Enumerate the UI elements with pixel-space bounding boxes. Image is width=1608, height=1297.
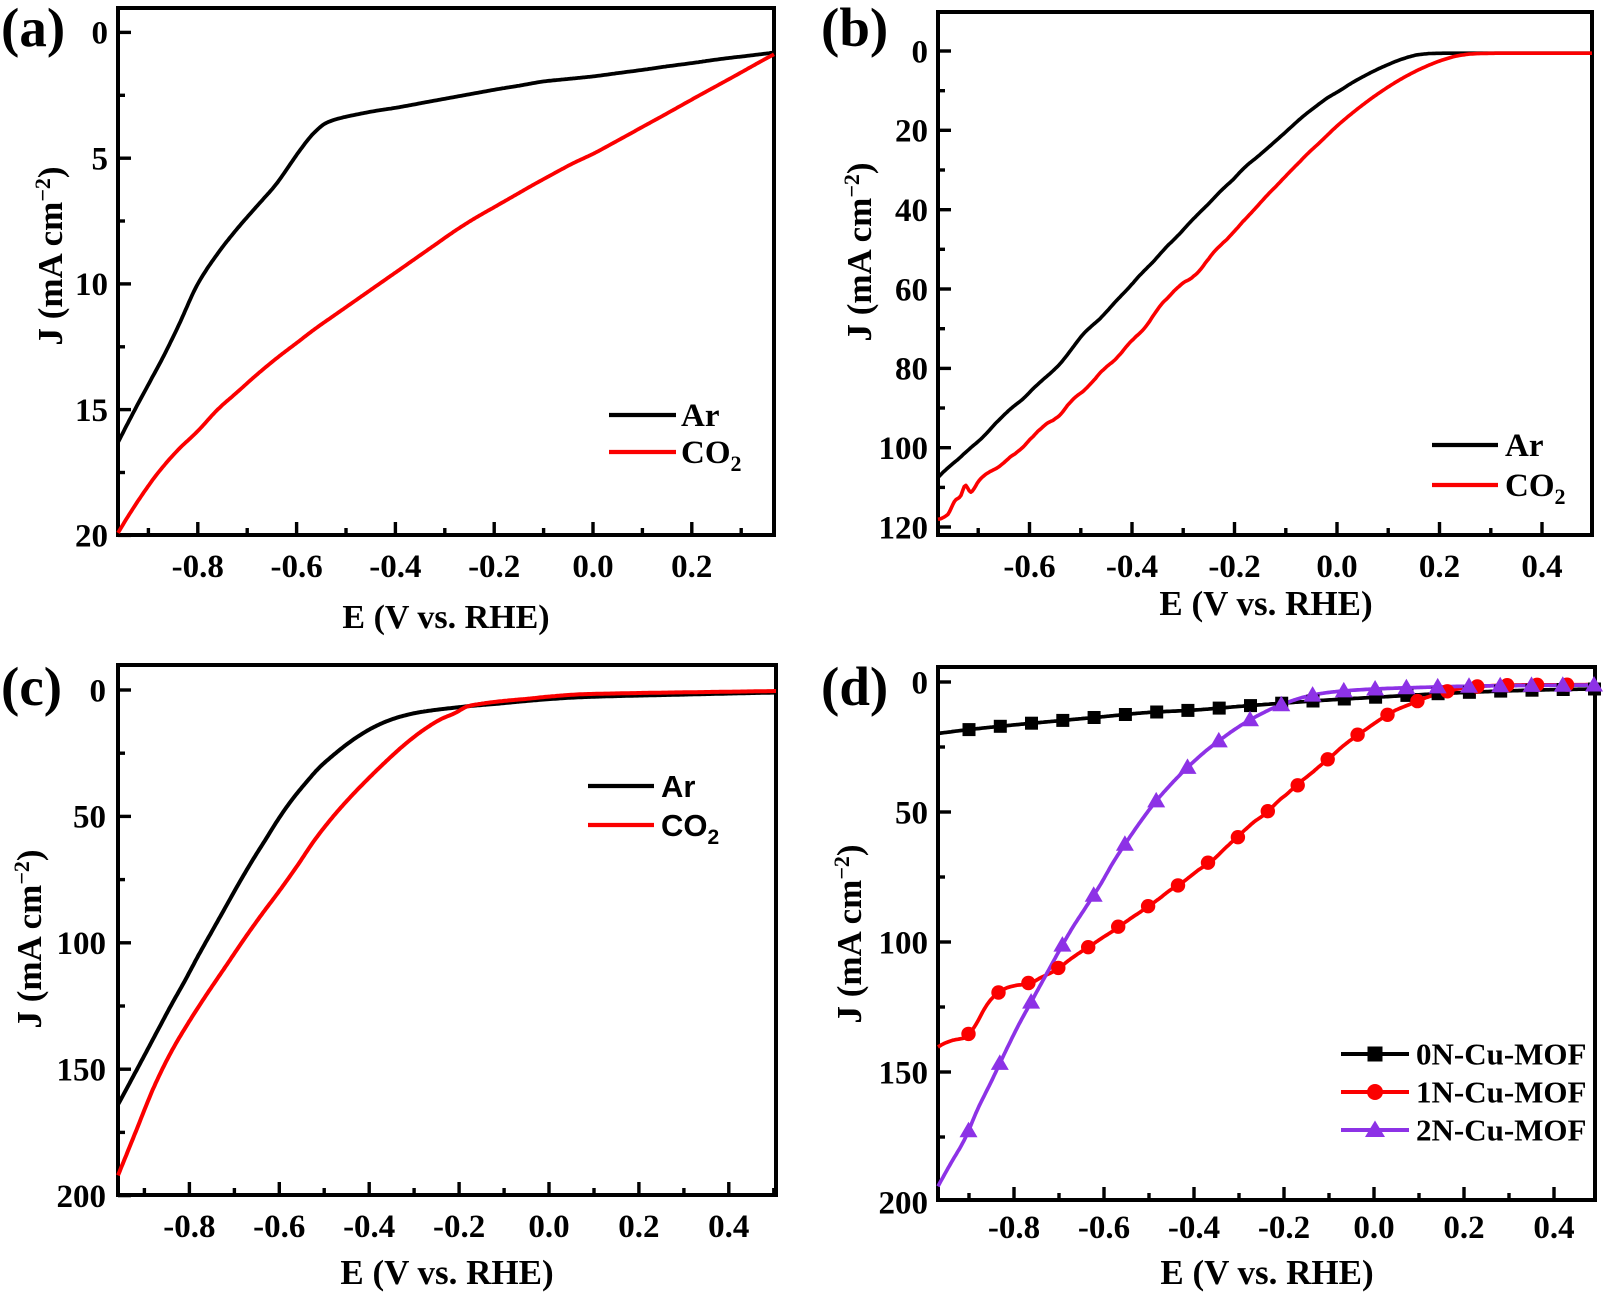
svg-text:Ar: Ar	[661, 769, 695, 804]
svg-text:E (V vs. RHE): E (V vs. RHE)	[342, 599, 549, 636]
svg-text:(c): (c)	[1, 656, 62, 717]
svg-text:10: 10	[75, 267, 108, 303]
svg-text:-0.8: -0.8	[163, 1209, 215, 1245]
svg-text:-0.6: -0.6	[1003, 549, 1055, 585]
svg-text:-0.2: -0.2	[1258, 1210, 1310, 1246]
svg-text:2N-Cu-MOF: 2N-Cu-MOF	[1416, 1113, 1586, 1148]
svg-text:0: 0	[92, 16, 109, 52]
svg-text:0: 0	[912, 665, 929, 701]
svg-text:40: 40	[895, 193, 928, 229]
svg-text:15: 15	[75, 393, 108, 429]
svg-text:J (mA cm−2): J (mA cm−2)	[839, 162, 879, 341]
svg-text:200: 200	[879, 1185, 929, 1221]
svg-text:0: 0	[912, 34, 929, 70]
svg-text:50: 50	[895, 795, 928, 831]
svg-text:-0.4: -0.4	[369, 549, 421, 585]
svg-text:20: 20	[895, 114, 928, 150]
svg-text:-0.4: -0.4	[1106, 549, 1158, 585]
svg-text:-0.8: -0.8	[172, 549, 224, 585]
svg-text:0.2: 0.2	[1443, 1210, 1484, 1246]
svg-text:100: 100	[879, 431, 929, 467]
svg-text:-0.4: -0.4	[343, 1209, 395, 1245]
svg-text:0.0: 0.0	[1316, 549, 1357, 585]
svg-text:(d): (d)	[821, 656, 888, 717]
svg-text:-0.2: -0.2	[433, 1209, 485, 1245]
svg-text:5: 5	[92, 142, 109, 178]
svg-text:0.0: 0.0	[572, 549, 613, 585]
svg-text:-0.2: -0.2	[1208, 549, 1260, 585]
svg-text:100: 100	[879, 925, 929, 961]
svg-text:Ar: Ar	[1505, 428, 1543, 464]
svg-text:Ar: Ar	[681, 398, 719, 434]
svg-text:60: 60	[895, 272, 928, 308]
svg-text:-0.8: -0.8	[988, 1210, 1040, 1246]
svg-text:0.2: 0.2	[618, 1209, 659, 1245]
svg-text:100: 100	[57, 926, 107, 962]
svg-text:150: 150	[57, 1053, 107, 1089]
svg-text:(b): (b)	[821, 0, 888, 58]
svg-text:0.2: 0.2	[671, 549, 712, 585]
svg-text:0: 0	[90, 673, 107, 709]
svg-text:-0.6: -0.6	[1078, 1210, 1130, 1246]
svg-text:E (V vs. RHE): E (V vs. RHE)	[1159, 584, 1372, 623]
svg-text:200: 200	[57, 1179, 107, 1215]
svg-text:0N-Cu-MOF: 0N-Cu-MOF	[1416, 1037, 1586, 1072]
svg-text:-0.4: -0.4	[1168, 1210, 1220, 1246]
svg-text:E (V vs. RHE): E (V vs. RHE)	[340, 1253, 553, 1292]
svg-text:-0.6: -0.6	[270, 549, 322, 585]
svg-text:80: 80	[895, 352, 928, 388]
svg-text:0.0: 0.0	[528, 1209, 569, 1245]
svg-text:0.2: 0.2	[1419, 549, 1460, 585]
svg-text:0.0: 0.0	[1353, 1210, 1394, 1246]
svg-text:120: 120	[879, 510, 929, 546]
svg-text:0.4: 0.4	[708, 1209, 749, 1245]
svg-text:-0.2: -0.2	[468, 549, 520, 585]
svg-text:150: 150	[879, 1055, 929, 1091]
svg-text:20: 20	[75, 519, 108, 555]
svg-text:50: 50	[73, 800, 106, 836]
svg-text:E (V vs. RHE): E (V vs. RHE)	[1160, 1253, 1373, 1292]
svg-text:1N-Cu-MOF: 1N-Cu-MOF	[1416, 1075, 1586, 1110]
svg-text:-0.6: -0.6	[253, 1209, 305, 1245]
svg-text:0.4: 0.4	[1521, 549, 1562, 585]
svg-text:(a): (a)	[1, 0, 65, 58]
svg-text:0.4: 0.4	[1533, 1210, 1574, 1246]
